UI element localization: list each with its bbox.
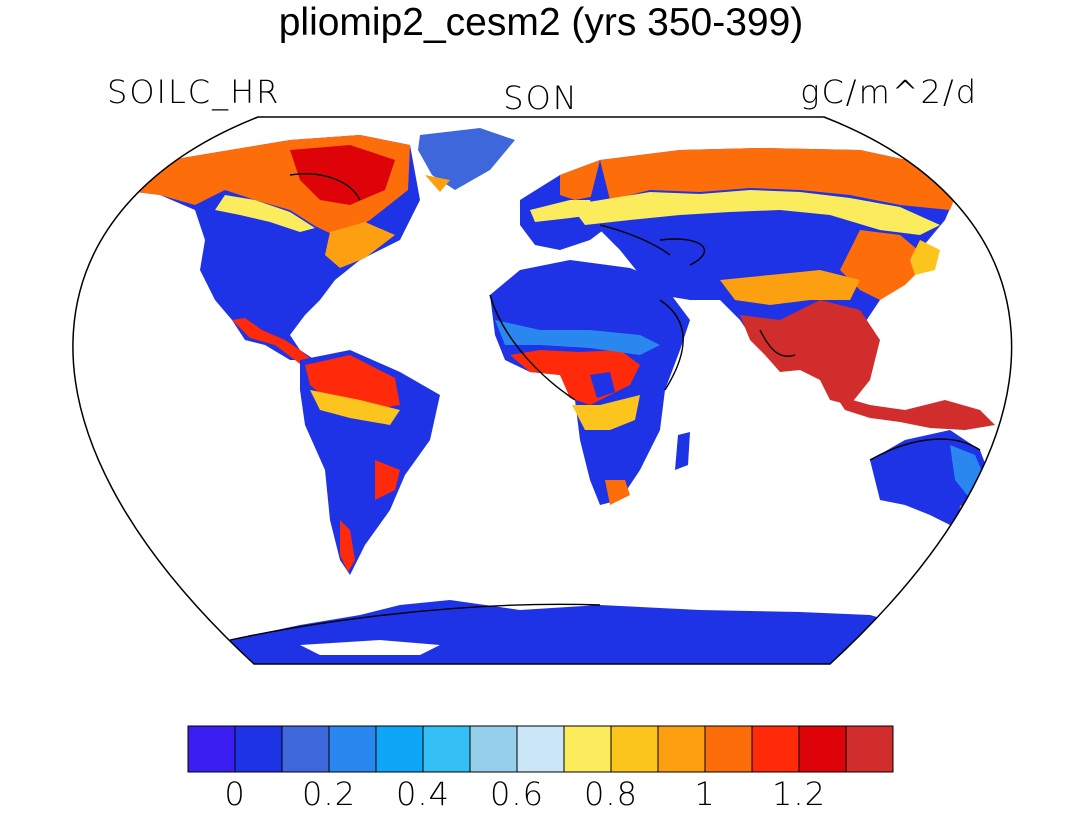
asia-himalaya-band (720, 270, 860, 305)
variable-label: SOILC_HR (107, 73, 281, 111)
asia-north-band (570, 190, 940, 235)
colorbar-swatch (798, 725, 847, 773)
colorbar-tick-label: 0.2 (302, 775, 356, 813)
colorbar-swatch (187, 725, 236, 773)
colorbar-tick-label: 0.6 (490, 775, 544, 813)
colorbar-swatch (281, 725, 330, 773)
colorbar-tick-label: 0 (224, 775, 246, 813)
units-label: gC/m^2/d (800, 73, 978, 111)
north-america-band (215, 195, 315, 232)
colorbar-tick-label: 0.4 (396, 775, 450, 813)
colorbar-swatch (375, 725, 424, 773)
colorbar-swatch (751, 725, 800, 773)
coastlines (229, 173, 981, 641)
plot-title: pliomip2_cesm2 (yrs 350-399) (278, 1, 804, 44)
colorbar-swatch (234, 725, 283, 773)
globe-outline (72, 116, 1013, 665)
north-america-east (325, 222, 395, 268)
indonesia (835, 395, 995, 430)
central-america (232, 318, 318, 372)
asia-north (600, 148, 960, 210)
colorbar-tick-label: 1 (694, 775, 716, 813)
colorbar-swatch (516, 725, 565, 773)
south-america-east (375, 460, 400, 500)
japan (910, 240, 940, 275)
africa-south-tip (605, 480, 630, 505)
asia-south-hot (740, 300, 880, 405)
colorbar-swatch (469, 725, 518, 773)
colorbar-tick-label: 1.2 (772, 775, 826, 813)
colorbar-swatch (704, 725, 753, 773)
greenland-tip (425, 175, 450, 192)
north-america-north-hot (290, 145, 395, 205)
africa-sahel (495, 320, 660, 355)
africa-band (572, 395, 640, 430)
colorbar-swatch (657, 725, 706, 773)
colorbar-swatch (422, 725, 471, 773)
season-label: SON (503, 79, 579, 117)
colorbar-swatch (328, 725, 377, 773)
south-america-southwest (340, 520, 355, 572)
colorbar-swatch (563, 725, 612, 773)
greenland (418, 128, 515, 190)
asia-east (840, 230, 930, 300)
antarctica-gap (300, 640, 440, 655)
south-america-band (310, 390, 400, 425)
colorbar-tick-label: 0.8 (584, 775, 638, 813)
colorbar-swatch (845, 725, 894, 773)
africa-congo-inner (590, 372, 615, 398)
colorbar-swatch (610, 725, 659, 773)
madagascar (675, 432, 690, 470)
